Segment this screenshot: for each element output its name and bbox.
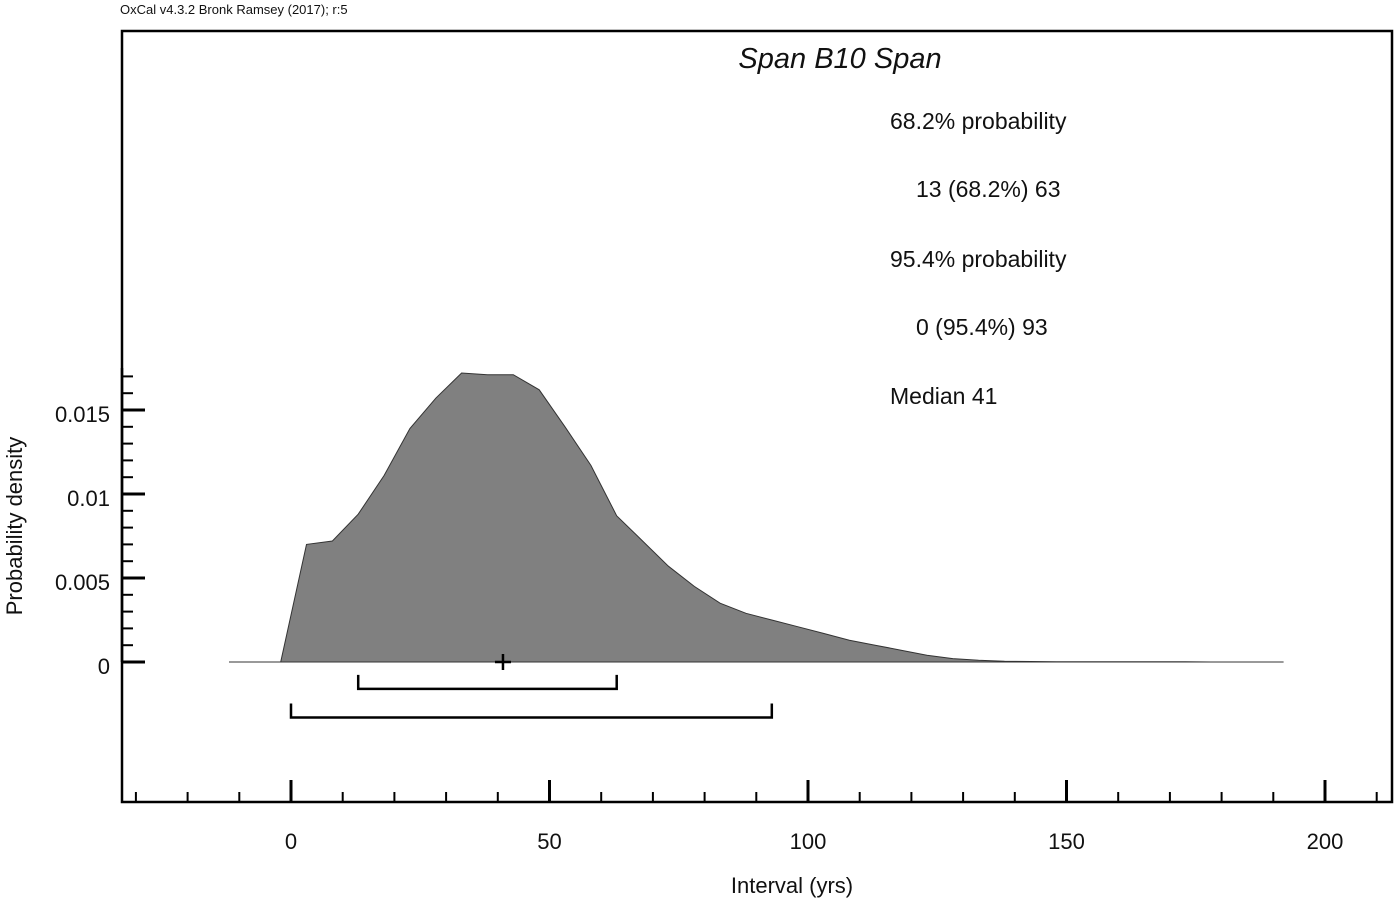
annotation-95-range: 0 (95.4%) 93 bbox=[916, 314, 1048, 340]
density-area-group bbox=[229, 372, 1284, 663]
median-marker-group bbox=[494, 654, 511, 670]
y-axis: 0 0.005 0.01 0.015 bbox=[55, 368, 145, 679]
x-tick-label: 150 bbox=[1048, 829, 1085, 854]
plot-frame bbox=[120, 29, 1394, 804]
probability-ranges-group bbox=[289, 674, 774, 719]
annotation-95-label: 95.4% probability bbox=[890, 246, 1067, 272]
y-tick-label: 0 bbox=[98, 654, 110, 679]
x-tick-label: 200 bbox=[1307, 829, 1344, 854]
x-tick-label: 0 bbox=[285, 829, 297, 854]
chart-title: Span B10 Span bbox=[738, 43, 941, 75]
annotation-68-range: 13 (68.2%) 63 bbox=[916, 176, 1060, 202]
median-cross bbox=[494, 654, 511, 670]
x-tick-label: 50 bbox=[537, 829, 561, 854]
x-tick-label: 100 bbox=[790, 829, 827, 854]
x-axis-title: Interval (yrs) bbox=[731, 873, 853, 898]
y-tick-label: 0.01 bbox=[67, 486, 110, 511]
density-area bbox=[229, 372, 1284, 663]
range-68-bracket bbox=[356, 674, 618, 691]
annotation-68-label: 68.2% probability bbox=[890, 108, 1067, 134]
y-tick-label: 0.015 bbox=[55, 402, 110, 427]
range-95-bracket bbox=[289, 703, 774, 719]
y-axis-title: Probability density bbox=[2, 437, 27, 616]
x-axis: 0 50 100 150 200 bbox=[134, 780, 1378, 854]
y-tick-label: 0.005 bbox=[55, 570, 110, 595]
software-credit: OxCal v4.3.2 Bronk Ramsey (2017); r:5 bbox=[120, 2, 348, 17]
annotation-median: Median 41 bbox=[890, 383, 997, 409]
